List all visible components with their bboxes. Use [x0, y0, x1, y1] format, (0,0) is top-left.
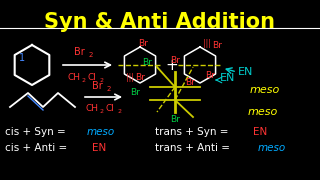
Text: Cl: Cl	[105, 103, 114, 112]
Text: meso: meso	[258, 143, 286, 153]
Text: Br: Br	[205, 71, 215, 80]
Text: EN: EN	[92, 143, 106, 153]
Text: meso: meso	[250, 85, 280, 95]
Text: 2: 2	[99, 78, 103, 82]
Text: trans + Anti =: trans + Anti =	[155, 143, 233, 153]
Text: Br: Br	[92, 81, 103, 91]
Text: 2: 2	[82, 78, 86, 82]
Text: 2: 2	[117, 109, 121, 114]
Text: Br: Br	[212, 40, 222, 50]
Text: Br: Br	[170, 116, 180, 125]
Text: meso: meso	[248, 107, 278, 117]
Text: Br: Br	[135, 73, 145, 82]
Text: CH: CH	[68, 73, 81, 82]
Text: Br: Br	[142, 57, 152, 66]
Text: |||: |||	[126, 73, 134, 82]
Text: EN: EN	[253, 127, 267, 137]
Text: 1: 1	[19, 53, 25, 63]
Text: cis + Syn =: cis + Syn =	[5, 127, 69, 137]
Text: Br: Br	[185, 78, 195, 87]
Text: EN: EN	[238, 67, 253, 77]
Text: cis + Anti =: cis + Anti =	[5, 143, 70, 153]
Text: meso: meso	[87, 127, 115, 137]
Text: Cl: Cl	[87, 73, 96, 82]
Text: CH: CH	[86, 103, 99, 112]
Text: Br: Br	[138, 39, 148, 48]
Text: |||: |||	[203, 39, 211, 48]
Text: Br: Br	[170, 55, 180, 64]
Text: +: +	[166, 57, 178, 73]
Text: 2: 2	[107, 86, 111, 92]
Text: 2: 2	[100, 109, 104, 114]
Text: Syn & Anti Addition: Syn & Anti Addition	[44, 12, 276, 32]
Text: trans + Syn =: trans + Syn =	[155, 127, 232, 137]
Text: 2: 2	[89, 52, 93, 58]
Text: EN: EN	[220, 73, 236, 83]
Text: Br: Br	[74, 47, 85, 57]
Text: Br: Br	[130, 87, 140, 96]
